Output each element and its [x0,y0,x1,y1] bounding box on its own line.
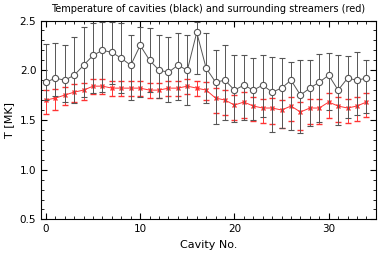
X-axis label: Cavity No.: Cavity No. [180,240,237,250]
Title: Temperature of cavities (black) and surrounding streamers (red): Temperature of cavities (black) and surr… [51,4,366,14]
Y-axis label: T [MK]: T [MK] [4,102,14,138]
